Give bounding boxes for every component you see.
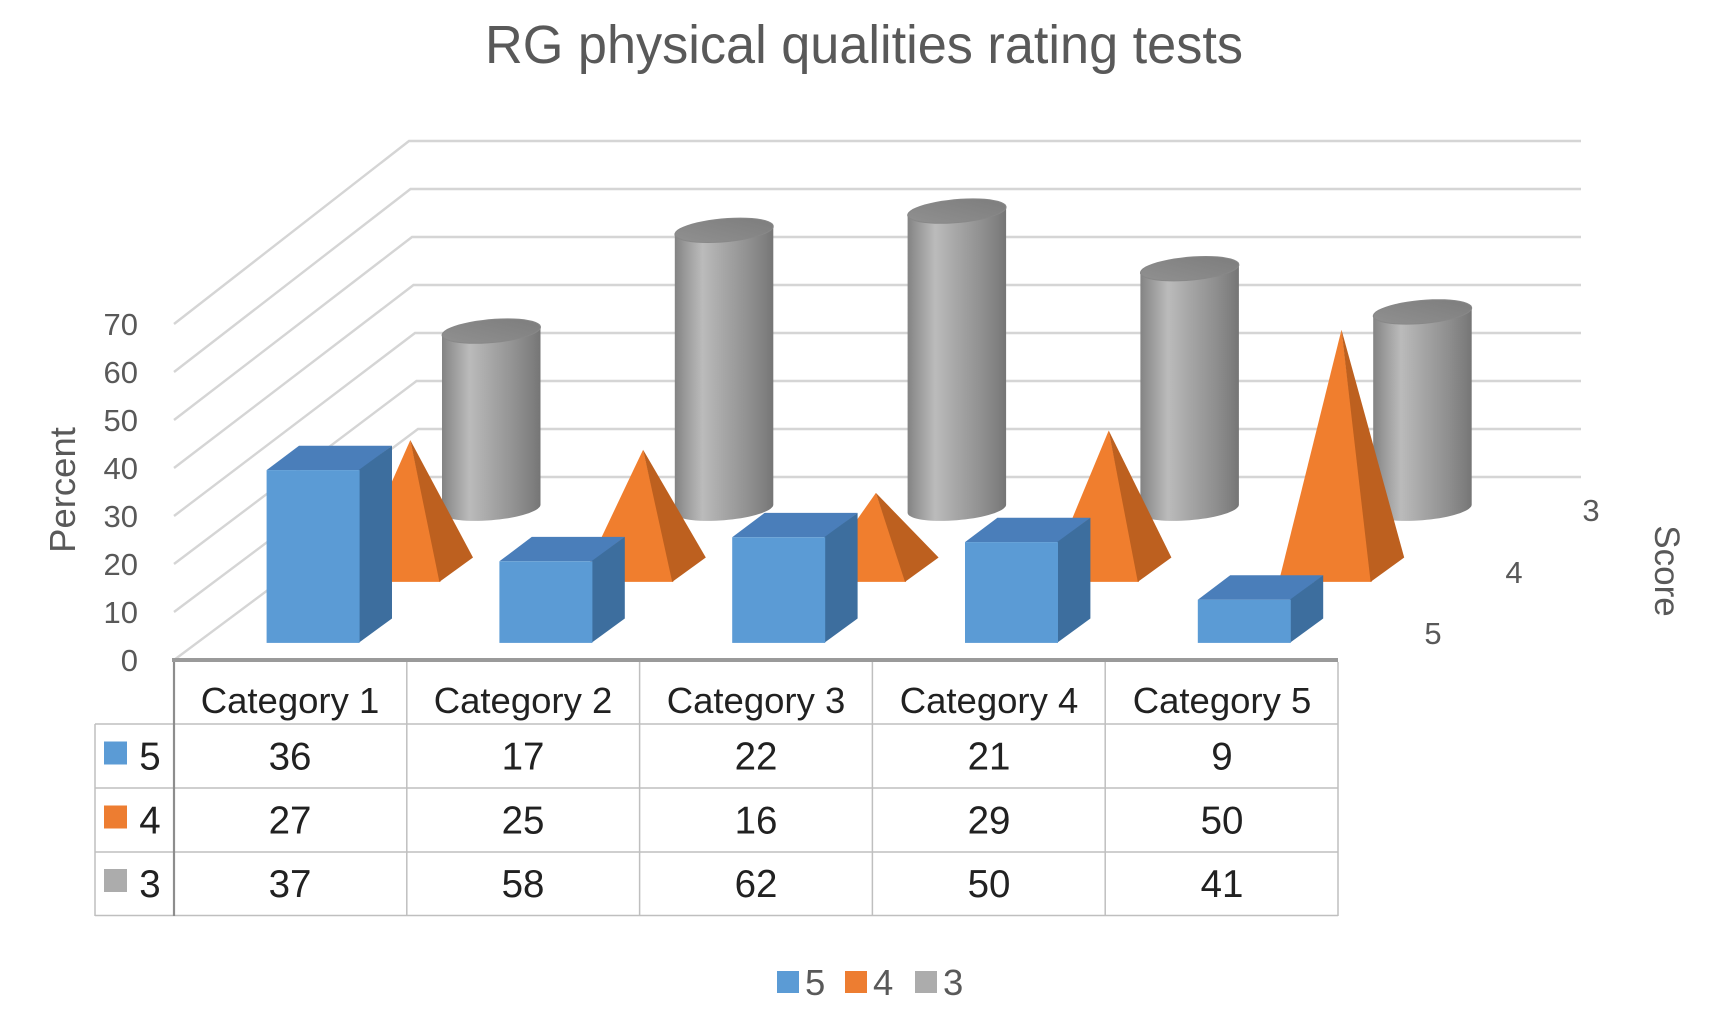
svg-text:20: 20 — [104, 547, 138, 582]
svg-text:RG physical qualities rating t: RG physical qualities rating tests — [485, 15, 1243, 75]
svg-text:50: 50 — [1201, 800, 1244, 843]
svg-text:27: 27 — [269, 800, 312, 843]
svg-text:3: 3 — [943, 962, 963, 1003]
svg-text:10: 10 — [104, 595, 138, 630]
svg-text:Category 5: Category 5 — [1133, 680, 1312, 721]
svg-text:Category 3: Category 3 — [667, 680, 846, 721]
svg-text:3: 3 — [1582, 493, 1599, 528]
svg-text:70: 70 — [104, 307, 138, 342]
svg-text:17: 17 — [502, 736, 545, 779]
svg-text:4: 4 — [1505, 555, 1522, 590]
svg-text:40: 40 — [104, 451, 138, 486]
svg-text:22: 22 — [735, 736, 778, 779]
svg-text:58: 58 — [502, 863, 545, 906]
svg-text:62: 62 — [735, 863, 778, 906]
svg-text:5: 5 — [1424, 616, 1441, 651]
svg-text:50: 50 — [968, 863, 1011, 906]
svg-text:5: 5 — [805, 962, 825, 1003]
svg-text:41: 41 — [1201, 863, 1244, 906]
svg-text:21: 21 — [968, 736, 1011, 779]
svg-text:0: 0 — [121, 643, 138, 678]
svg-text:29: 29 — [968, 800, 1011, 843]
svg-text:30: 30 — [104, 499, 138, 534]
svg-text:Percent: Percent — [42, 427, 83, 553]
svg-text:3: 3 — [139, 863, 160, 906]
svg-text:4: 4 — [139, 800, 160, 843]
svg-text:4: 4 — [873, 962, 893, 1003]
svg-text:25: 25 — [502, 800, 545, 843]
svg-text:Score: Score — [1647, 525, 1686, 616]
svg-text:37: 37 — [269, 863, 312, 906]
svg-text:Category 4: Category 4 — [900, 680, 1079, 721]
svg-text:9: 9 — [1211, 736, 1232, 779]
svg-text:Category 2: Category 2 — [434, 680, 613, 721]
svg-text:60: 60 — [104, 355, 138, 390]
svg-text:50: 50 — [104, 403, 138, 438]
svg-text:5: 5 — [139, 736, 160, 779]
svg-text:36: 36 — [269, 736, 312, 779]
svg-text:Category 1: Category 1 — [201, 680, 380, 721]
svg-text:16: 16 — [735, 800, 778, 843]
